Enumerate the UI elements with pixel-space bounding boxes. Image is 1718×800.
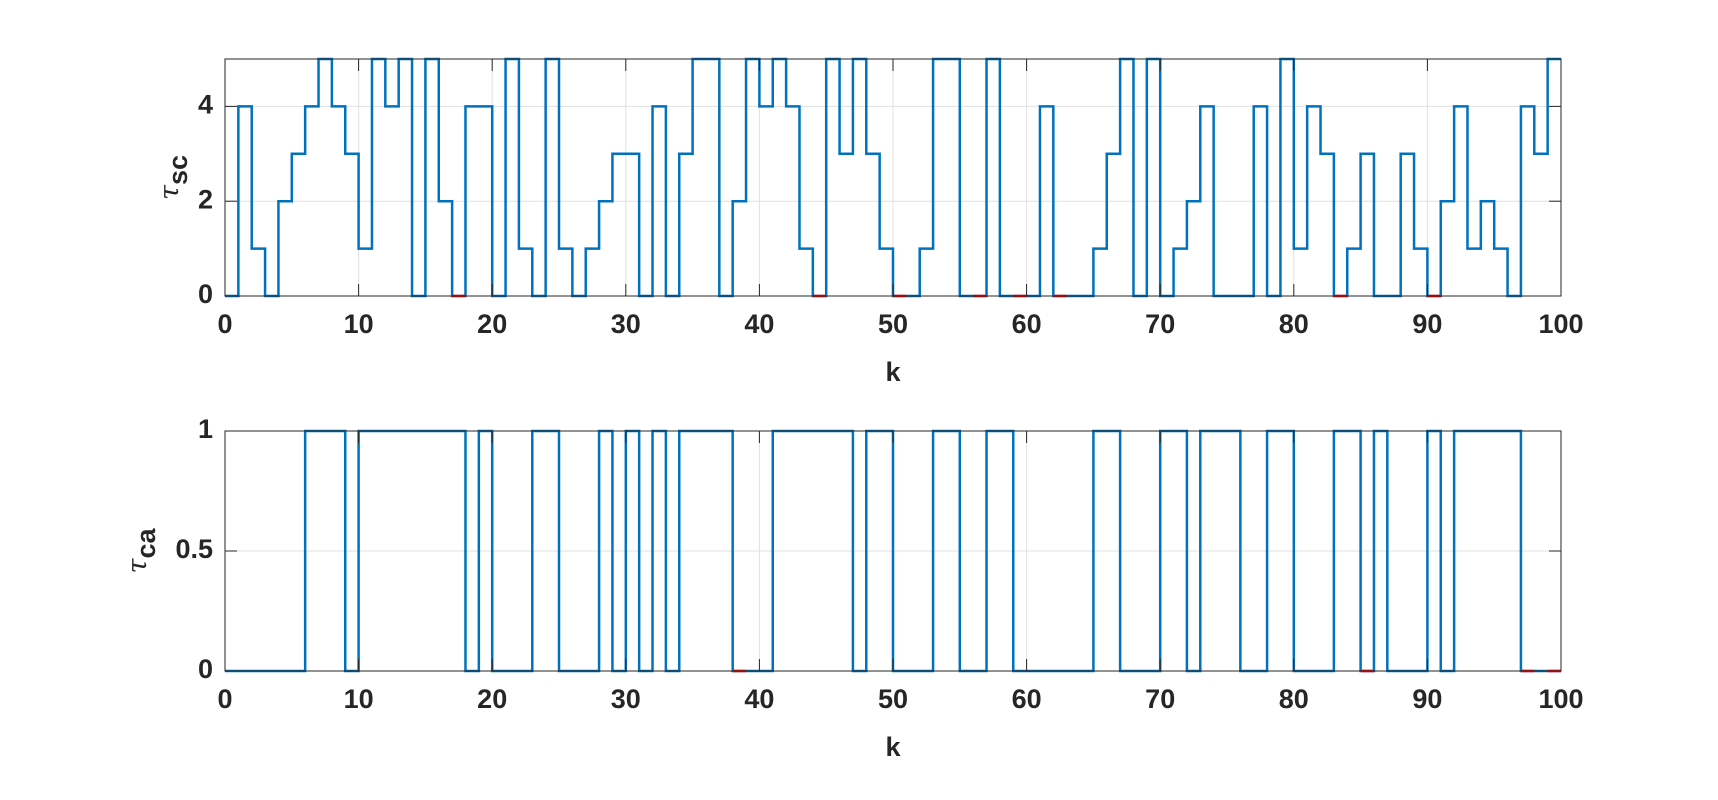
y-axis-label: τsc [154,155,194,200]
x-axis-label: k [885,732,901,762]
x-tick-label: 10 [344,684,374,714]
y-axis-subscript: ca [131,528,161,559]
x-tick-label: 20 [477,684,507,714]
x-tick-label: 60 [1012,684,1042,714]
x-tick-label: 30 [611,684,641,714]
x-tick-label: 0 [217,684,232,714]
x-tick-label: 70 [1145,684,1175,714]
x-tick-label: 50 [878,684,908,714]
x-tick-label: 40 [744,684,774,714]
y-tick-label: 0.5 [175,534,213,564]
x-tick-label: 0 [217,309,232,339]
x-tick-label: 60 [1012,309,1042,339]
y-axis-symbol: τ [122,557,153,573]
y-axis-label: τca [122,528,162,574]
x-tick-label: 10 [344,309,374,339]
x-tick-label: 50 [878,309,908,339]
x-tick-label: 70 [1145,309,1175,339]
x-tick-label: 80 [1279,309,1309,339]
y-tick-label: 0 [198,654,213,684]
x-tick-label: 100 [1538,684,1583,714]
y-tick-label: 1 [198,414,213,444]
x-tick-label: 30 [611,309,641,339]
y-tick-label: 0 [198,279,213,309]
x-tick-label: 40 [744,309,774,339]
y-axis-symbol: τ [154,184,185,200]
x-tick-label: 20 [477,309,507,339]
y-tick-label: 2 [198,184,213,214]
x-tick-label: 90 [1412,684,1442,714]
y-tick-label: 4 [198,90,213,120]
y-axis-subscript: sc [163,155,193,185]
x-tick-label: 90 [1412,309,1442,339]
x-tick-label: 100 [1538,309,1583,339]
x-axis-label: k [885,357,901,387]
x-tick-label: 80 [1279,684,1309,714]
